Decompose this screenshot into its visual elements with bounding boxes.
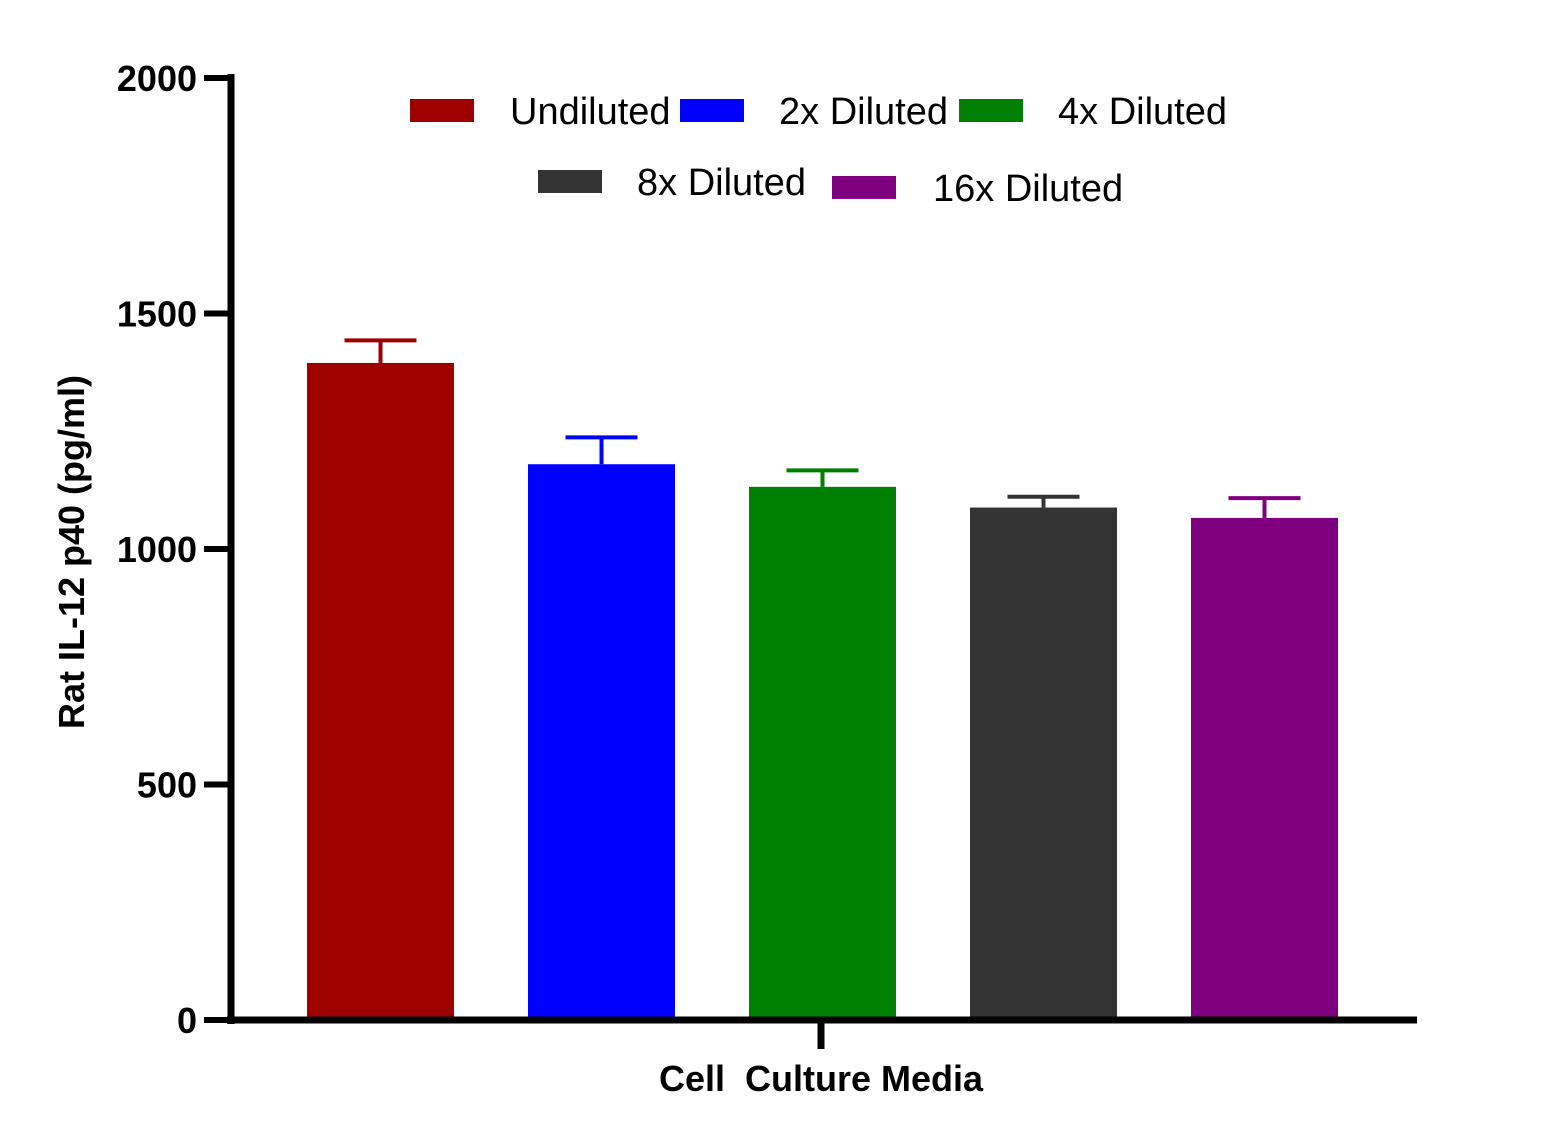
legend-swatch	[832, 176, 896, 199]
legend-swatch	[410, 99, 474, 122]
y-tick-label: 1000	[117, 529, 197, 570]
bar	[1191, 517, 1338, 1020]
legend-label: 8x Diluted	[637, 162, 806, 204]
legend: Undiluted 2x Diluted 4x Diluted 8x Diluted 1…	[410, 91, 1227, 210]
legend-label: 16x Diluted	[933, 168, 1123, 210]
y-tick-label: 2000	[117, 58, 197, 99]
legend-item: Undiluted	[410, 91, 671, 133]
legend-label: 2x Diluted	[779, 91, 948, 133]
legend-label: Undiluted	[510, 91, 671, 133]
bar	[528, 464, 675, 1021]
legend-item: 8x Diluted	[538, 162, 806, 204]
legend-swatch	[959, 99, 1023, 122]
bar	[970, 507, 1117, 1020]
bar	[307, 362, 454, 1021]
y-axis-title: Rat IL-12 p40 (pg/ml)	[51, 375, 92, 729]
legend-item: 2x Diluted	[680, 91, 948, 133]
y-tick-label: 1500	[117, 294, 197, 335]
legend-item: 16x Diluted	[832, 168, 1123, 210]
axes-group: 0 500 1000 1500 2000	[117, 58, 1417, 1049]
legend-swatch	[538, 170, 602, 193]
error-bars-group	[344, 338, 1301, 518]
legend-label: 4x Diluted	[1058, 91, 1227, 133]
x-axis-title: Cell Culture Media	[659, 1058, 984, 1099]
bar	[749, 486, 896, 1020]
legend-swatch	[680, 99, 744, 122]
bars-group	[307, 362, 1338, 1021]
y-tick-label: 500	[137, 765, 197, 806]
legend-item: 4x Diluted	[959, 91, 1227, 133]
y-tick-label: 0	[177, 1000, 197, 1041]
